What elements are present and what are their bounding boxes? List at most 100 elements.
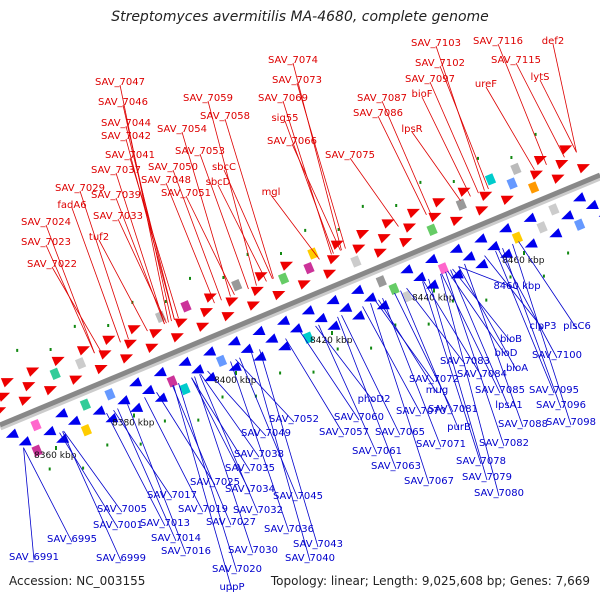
bottom-gene-label-leader: [318, 324, 378, 455]
feature-marker: [452, 180, 455, 183]
bottom-gene-label-leader: [498, 249, 558, 359]
top-gene-label-leader: [552, 43, 577, 153]
feature-marker: [427, 322, 430, 326]
feature-marker: [164, 300, 167, 303]
top-gene-arrow: [500, 195, 514, 206]
bottom-gene-label-leader: [199, 374, 259, 514]
bottom-gene-label-leader: [315, 325, 375, 403]
top-gene-label: SAV_7039: [91, 190, 141, 201]
bottom-gene-arrow: [228, 361, 242, 371]
top-gene-label: SAV_7053: [175, 146, 225, 157]
top-gene-label-leader: [129, 157, 179, 319]
top-gene-label: sig55: [271, 113, 298, 124]
top-gene-label-leader: [79, 190, 129, 340]
bottom-gene-label: plsC6: [563, 321, 591, 332]
top-gene-arrow: [475, 206, 489, 216]
top-gene-block: [484, 173, 497, 186]
bottom-gene-label-leader: [370, 302, 430, 485]
top-gene-arrow: [43, 386, 57, 396]
top-gene-label-leader: [165, 182, 215, 304]
top-gene-arrow: [170, 333, 184, 343]
bottom-gene-label-leader: [230, 361, 290, 533]
top-gene-arrow: [120, 354, 134, 364]
bottom-gene-label-leader: [178, 382, 238, 573]
bottom-gene-label-leader: [117, 408, 177, 542]
top-gene-block: [426, 223, 438, 236]
feature-marker: [534, 132, 537, 136]
top-gene-arrow: [102, 335, 116, 346]
top-gene-label: SAV_7033: [93, 211, 143, 222]
bottom-gene-label-leader: [337, 316, 397, 470]
bottom-gene-label: SAV_7078: [456, 456, 506, 467]
bottom-gene-arrow: [585, 199, 599, 210]
genome-stats: Topology: linear; Length: 9,025,608 bp; …: [270, 574, 590, 588]
top-gene-label-leader: [224, 118, 274, 279]
bottom-gene-label: SAV_7036: [264, 524, 314, 535]
top-gene-arrow: [18, 396, 32, 406]
top-gene-arrow: [450, 216, 464, 227]
bottom-gene-arrow: [450, 269, 464, 279]
top-gene-block: [277, 272, 290, 285]
bottom-gene-label: SAV_7079: [462, 472, 512, 483]
top-gene-label: SAV_7087: [357, 93, 407, 104]
bottom-gene-label-leader: [341, 315, 401, 436]
top-gene-label: SAV_7116: [473, 36, 523, 47]
bottom-gene-label-leader: [59, 432, 119, 529]
bottom-gene-label: SAV_7098: [546, 417, 596, 428]
top-gene-label: SAV_7024: [21, 217, 71, 228]
top-gene-label: SAV_7054: [157, 124, 207, 135]
bottom-gene-label: SAV_7095: [529, 385, 579, 396]
top-gene-arrow: [26, 367, 40, 377]
top-gene-block: [350, 255, 362, 268]
bottom-gene-label-leader: [207, 370, 267, 437]
bottom-gene-label: SAV_7096: [536, 400, 586, 411]
bottom-gene-label: SAV_7045: [273, 491, 323, 502]
bottom-gene-arrow: [43, 425, 57, 436]
bottom-gene-label: phoD2: [358, 394, 391, 405]
bottom-gene-block: [215, 354, 228, 368]
top-gene-arrow: [76, 346, 90, 356]
bottom-gene-label: uppP: [219, 582, 244, 593]
top-gene-arrow: [297, 280, 311, 290]
bottom-gene-label-leader: [502, 247, 562, 409]
bottom-gene-label-leader: [450, 269, 510, 409]
genome-title: Streptomyces avermitilis MA-4680, comple…: [111, 9, 489, 25]
feature-marker: [395, 204, 398, 207]
top-gene-arrow: [399, 238, 413, 248]
tick-mark: [55, 446, 57, 450]
tick-mark: [133, 413, 135, 418]
bottom-gene-label-leader: [441, 273, 501, 394]
top-gene-arrow: [196, 322, 210, 332]
bottom-gene-arrow: [426, 279, 440, 289]
accession-label: Accession: NC_003155: [9, 574, 146, 588]
feature-marker: [509, 275, 512, 279]
bottom-gene-arrow: [413, 271, 427, 282]
bottom-gene-label: SAV_7071: [416, 439, 466, 450]
bottom-gene-label-leader: [239, 357, 299, 500]
bottom-gene-label: SAV_7049: [241, 428, 291, 439]
top-gene-arrow: [381, 219, 395, 229]
top-gene-arrow: [250, 286, 264, 297]
bottom-gene-arrow: [327, 320, 341, 330]
top-gene-label: SAV_7103: [411, 38, 461, 49]
tick-mark: [235, 371, 237, 375]
top-gene-arrow: [551, 174, 565, 184]
bottom-gene-label: SAV_7030: [228, 545, 278, 556]
top-gene-block: [510, 162, 522, 176]
bottom-gene-label: SAV_7027: [206, 517, 256, 528]
bottom-gene-arrow: [129, 377, 143, 387]
bottom-gene-label: SAV_7052: [269, 414, 319, 425]
bottom-gene-block: [179, 382, 191, 396]
bottom-gene-block: [166, 375, 178, 388]
bottom-gene-label-leader: [458, 266, 518, 372]
bottom-gene-label: SAV_6991: [9, 552, 59, 563]
top-gene-arrow: [0, 392, 11, 402]
top-gene-block: [307, 247, 319, 260]
top-gene-arrow: [432, 198, 446, 208]
bottom-gene-label: SAV_7043: [293, 539, 343, 550]
bottom-gene-label-leader: [400, 290, 460, 431]
bottom-gene-label: SAV_7014: [151, 533, 201, 544]
top-gene-label-leader: [45, 224, 95, 354]
top-gene-arrow: [94, 364, 108, 375]
top-gene-arrow: [200, 308, 214, 318]
